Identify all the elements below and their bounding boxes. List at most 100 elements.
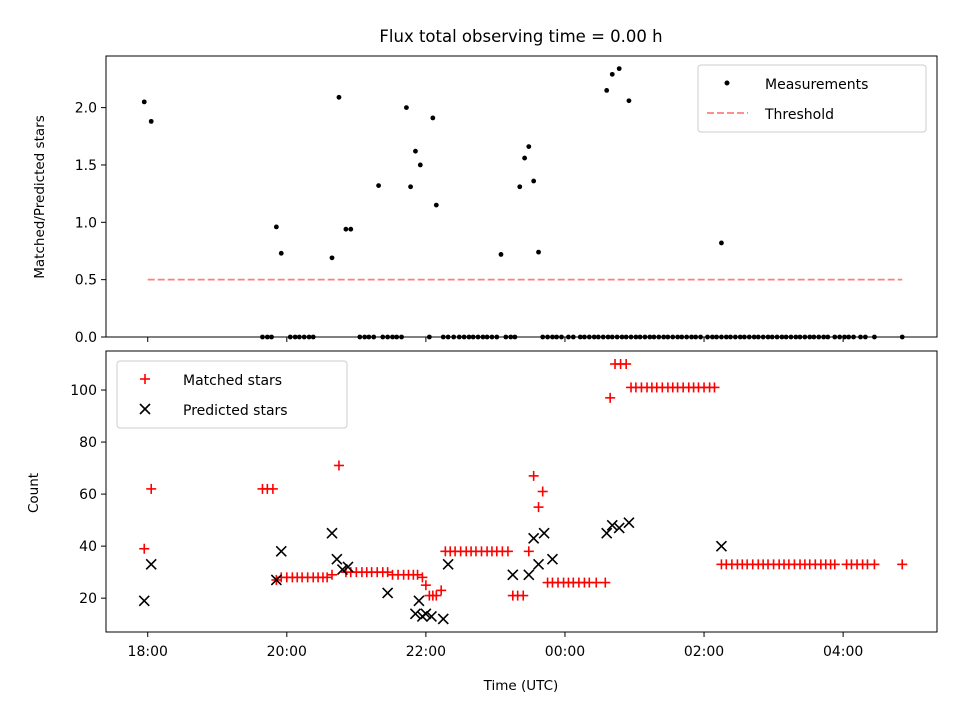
- x-axis-label: Time (UTC): [483, 678, 559, 694]
- measurement-point: [278, 250, 284, 256]
- count-x-tick-label: 04:00: [823, 644, 863, 660]
- matched-point: [417, 572, 428, 583]
- matched-point: [537, 486, 548, 497]
- predicted-point: [420, 608, 432, 620]
- matched-point: [382, 567, 393, 578]
- count-y-tick-label: 40: [79, 539, 97, 555]
- measurement-point: [616, 66, 622, 72]
- count-axes-frame: [105, 350, 938, 633]
- measurement-point: [604, 88, 610, 93]
- matched-point: [431, 590, 442, 601]
- predicted-point: [409, 608, 422, 620]
- ratio-axes-frame: [105, 55, 938, 338]
- measurement-point: [531, 178, 537, 184]
- count-y-tick-label: 20: [79, 591, 97, 607]
- legend-marker-matched: [140, 374, 150, 384]
- measurement-point: [609, 71, 615, 77]
- measurement-point: [336, 94, 342, 100]
- matched-point: [829, 559, 840, 570]
- matched-point: [600, 577, 611, 588]
- measurement-point: [719, 240, 724, 246]
- measurement-point: [517, 184, 523, 190]
- measurement-point: [413, 148, 418, 154]
- chart-title: Flux total observing time = 0.00 h: [379, 27, 662, 46]
- measurement-point: [348, 226, 354, 232]
- matched-point: [528, 470, 539, 481]
- legend-label-measurements: Measurements: [765, 77, 868, 93]
- matched-point: [420, 580, 431, 591]
- measurement-point: [404, 105, 409, 111]
- legend-marker-predicted: [139, 403, 151, 415]
- predicted-point: [606, 519, 618, 531]
- matched-point: [333, 460, 344, 471]
- matched-point: [897, 559, 908, 570]
- predicted-point: [382, 587, 394, 599]
- measurement-point: [498, 252, 504, 257]
- predicted-point: [507, 569, 519, 581]
- predicted-point: [442, 558, 454, 570]
- matched-point: [436, 585, 447, 596]
- predicted-point: [275, 545, 287, 557]
- count-y-axis-label: Count: [26, 473, 42, 513]
- predicted-point: [138, 595, 150, 607]
- count-y-tick-label: 80: [79, 435, 97, 451]
- count-y-tick-label: 60: [79, 487, 97, 503]
- measurement-point: [430, 115, 436, 121]
- matched-point: [605, 392, 616, 403]
- predicted-point: [342, 561, 354, 573]
- predicted-point: [437, 613, 449, 625]
- measurement-point: [536, 249, 541, 255]
- ratio-y-tick-label: 2.0: [75, 101, 97, 117]
- matched-point: [869, 559, 880, 570]
- predicted-point: [546, 553, 559, 565]
- measurement-point: [376, 183, 381, 189]
- count-x-tick-label: 20:00: [267, 644, 307, 660]
- predicted-point: [425, 610, 438, 622]
- count-x-tick-label: 02:00: [684, 644, 724, 660]
- ratio-y-tick-label: 0.5: [75, 273, 97, 289]
- matched-point: [523, 546, 534, 557]
- legend-label-matched: Matched stars: [183, 373, 282, 389]
- matched-point: [533, 502, 544, 513]
- matched-point: [502, 546, 513, 557]
- ratio-legend-box: [697, 64, 927, 133]
- count-legend: Matched stars Predicted stars: [116, 360, 348, 429]
- count-x-tick-label: 18:00: [128, 644, 168, 660]
- matched-point: [709, 382, 720, 393]
- measurement-point: [148, 118, 154, 124]
- legend-label-threshold: Threshold: [764, 107, 834, 123]
- matched-point: [267, 483, 278, 494]
- ratio-y-tick-label: 1.0: [75, 215, 97, 231]
- measurement-point: [526, 144, 532, 150]
- legend-marker-measurements: [724, 80, 730, 86]
- matched-point: [327, 569, 338, 580]
- count-x-tick-label: 00:00: [545, 644, 585, 660]
- count-y-tick-label: 100: [70, 383, 97, 399]
- matched-point: [146, 483, 157, 494]
- ratio-y-tick-label: 0.0: [75, 330, 97, 346]
- matched-point: [621, 359, 632, 370]
- count-panel: 18:00 20:00 22:00 00:00 02:00 04:00 20 40 60 80 10…: [70, 350, 938, 660]
- predicted-point: [413, 595, 425, 607]
- predicted-point: [336, 563, 349, 576]
- predicted-point: [715, 540, 727, 552]
- matched-point: [139, 543, 150, 554]
- ratio-y-tick-label: 1.5: [75, 158, 97, 174]
- ratio-legend: Measurements Threshold: [697, 64, 927, 133]
- measurement-point: [522, 155, 528, 161]
- predicted-point: [270, 574, 282, 586]
- predicted-point: [326, 527, 338, 539]
- predicted-point: [601, 527, 613, 539]
- matched-point: [591, 577, 602, 588]
- measurement-point: [408, 184, 413, 190]
- predicted-point: [528, 532, 540, 544]
- predicted-point: [532, 558, 545, 570]
- predicted-point: [613, 522, 625, 534]
- measurement-point: [417, 162, 423, 168]
- predicted-point: [538, 527, 550, 539]
- measurement-point: [626, 98, 632, 104]
- ratio-y-axis-label: Matched/Predicted stars: [32, 115, 48, 278]
- measurement-point: [433, 202, 439, 208]
- matched-point: [518, 590, 529, 601]
- legend-label-predicted: Predicted stars: [183, 403, 288, 419]
